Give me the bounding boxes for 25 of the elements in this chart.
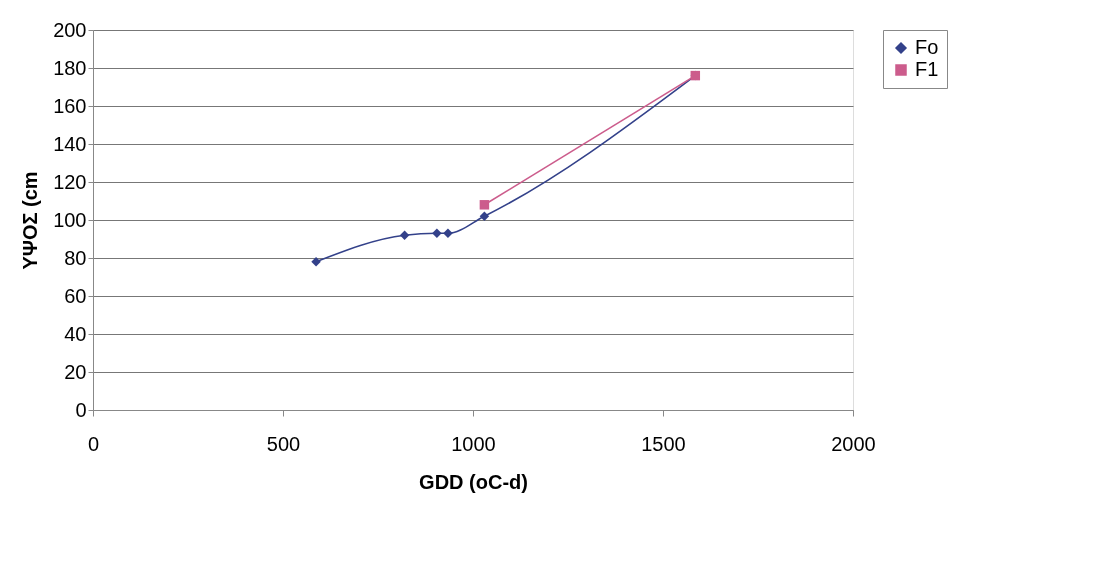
x-tick-label: 500 xyxy=(266,432,301,455)
x-tick-label: 2000 xyxy=(831,432,876,455)
y-tick-label: 160 xyxy=(53,94,87,117)
y-tick-label: 0 xyxy=(75,398,87,421)
point xyxy=(479,200,490,210)
y-tick-label: 60 xyxy=(64,284,87,307)
y-tick-label: 20 xyxy=(64,360,87,383)
y-tick-label: 120 xyxy=(53,170,87,193)
y-tick-label: 100 xyxy=(53,208,87,231)
y-axis-title: ΥΨΟΣ (cm xyxy=(19,171,42,270)
legend-label: Fo xyxy=(915,36,939,58)
y-tick-label: 200 xyxy=(53,18,87,41)
y-tick-label: 40 xyxy=(64,322,87,345)
x-axis-title: GDD (oC-d) xyxy=(419,470,528,493)
y-tick-label: 140 xyxy=(53,132,87,155)
x-tick-label: 1500 xyxy=(641,432,686,455)
point xyxy=(479,211,490,221)
point xyxy=(399,230,410,240)
point xyxy=(443,228,453,239)
legend-label: F1 xyxy=(915,58,939,80)
y-tick-label: 80 xyxy=(64,246,87,269)
y-tick-label: 180 xyxy=(53,56,87,79)
x-tick-label: 1000 xyxy=(451,432,496,455)
point xyxy=(432,228,442,239)
point xyxy=(311,257,321,267)
